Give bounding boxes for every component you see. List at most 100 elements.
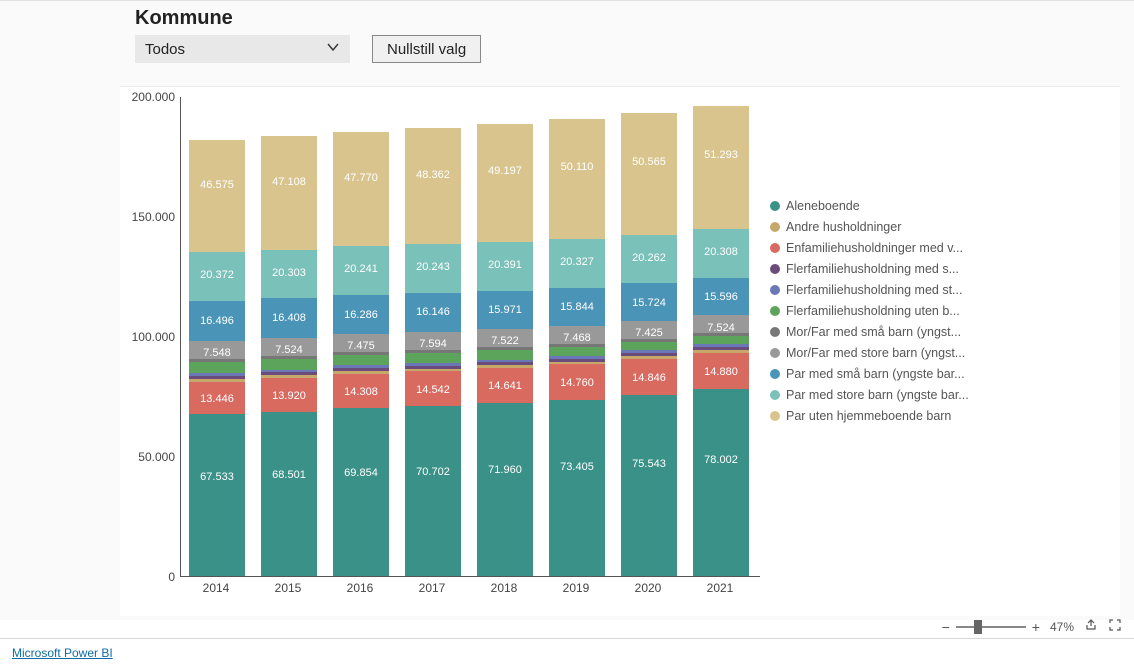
bar-segment-fler_uten[interactable] <box>261 359 317 370</box>
bar-segment-enfam[interactable]: 14.846 <box>621 359 677 395</box>
bar-segment-morfar_st[interactable]: 7.522 <box>477 329 533 347</box>
zoom-percent: 47% <box>1050 620 1074 634</box>
bar-segment-alene[interactable]: 71.960 <box>477 403 533 576</box>
bar-segment-par_uten[interactable]: 47.108 <box>261 136 317 249</box>
segment-label: 16.146 <box>416 306 450 318</box>
segment-label: 14.542 <box>416 384 450 396</box>
bar-segment-par_store[interactable]: 20.372 <box>189 252 245 301</box>
bar-segment-par_sma[interactable]: 16.286 <box>333 295 389 334</box>
bar-segment-fler_uten[interactable] <box>693 336 749 344</box>
bar-segment-par_uten[interactable]: 50.110 <box>549 119 605 239</box>
legend-item[interactable]: Par med store barn (yngste bar... <box>770 384 1000 405</box>
bar-segment-fler_uten[interactable] <box>477 350 533 360</box>
bar-segment-morfar_st[interactable]: 7.524 <box>693 315 749 333</box>
bar-segment-par_store[interactable]: 20.308 <box>693 229 749 278</box>
segment-label: 14.641 <box>488 380 522 392</box>
bar-segment-enfam[interactable]: 13.920 <box>261 378 317 411</box>
bar-segment-alene[interactable]: 69.854 <box>333 408 389 576</box>
bar-segment-par_store[interactable]: 20.303 <box>261 250 317 299</box>
bar-column[interactable]: 47.77020.24116.2867.475 14.308 69.854 <box>333 132 389 576</box>
legend-dot-icon <box>770 222 780 232</box>
bar-segment-par_store[interactable]: 20.243 <box>405 244 461 293</box>
legend-item[interactable]: Mor/Far med store barn (yngst... <box>770 342 1000 363</box>
bar-segment-morfar_st[interactable]: 7.425 <box>621 321 677 339</box>
powerbi-link[interactable]: Microsoft Power BI <box>12 646 113 660</box>
legend-item[interactable]: Mor/Far med små barn (yngst... <box>770 321 1000 342</box>
bar-segment-fler_uten[interactable] <box>621 342 677 351</box>
bar-segment-par_uten[interactable]: 49.197 <box>477 124 533 242</box>
zoom-slider[interactable]: − + <box>942 619 1040 635</box>
bar-column[interactable]: 49.19720.39115.9717.522 14.641 71.960 <box>477 124 533 576</box>
bar-segment-par_uten[interactable]: 51.293 <box>693 106 749 229</box>
bar-segment-alene[interactable]: 75.543 <box>621 395 677 576</box>
bar-segment-enfam[interactable]: 14.641 <box>477 368 533 403</box>
segment-label: 71.960 <box>488 464 522 476</box>
bar-segment-par_sma[interactable]: 15.971 <box>477 291 533 329</box>
bar-segment-alene[interactable]: 68.501 <box>261 412 317 576</box>
legend-item[interactable]: Enfamiliehusholdninger med v... <box>770 237 1000 258</box>
segment-label: 14.308 <box>344 386 378 398</box>
bar-column[interactable]: 48.36220.243 16.146 7.594 14.542 70.702 <box>405 128 461 576</box>
share-icon[interactable] <box>1084 618 1098 635</box>
bar-segment-par_store[interactable]: 20.262 <box>621 235 677 284</box>
bar-segment-par_sma[interactable]: 16.496 <box>189 301 245 341</box>
kommune-dropdown[interactable]: Todos <box>135 35 350 63</box>
legend-item[interactable]: Flerfamiliehusholdning med s... <box>770 258 1000 279</box>
bar-segment-par_store[interactable]: 20.391 <box>477 242 533 291</box>
bar-segment-morfar_st[interactable]: 7.594 <box>405 332 461 350</box>
bar-segment-par_uten[interactable]: 47.770 <box>333 132 389 247</box>
slider-track[interactable] <box>956 626 1026 628</box>
fullscreen-icon[interactable] <box>1108 618 1122 635</box>
legend-item[interactable]: Andre husholdninger <box>770 216 1000 237</box>
segment-label: 50.110 <box>561 161 594 173</box>
bar-segment-par_sma[interactable]: 15.844 <box>549 288 605 326</box>
segment-label: 73.405 <box>560 461 594 473</box>
bar-segment-par_uten[interactable]: 50.565 <box>621 113 677 234</box>
bar-segment-fler_uten[interactable] <box>549 347 605 356</box>
bar-segment-fler_uten[interactable] <box>405 353 461 363</box>
bar-column[interactable]: 46.57520.37216.4967.548 13.44667.533 <box>189 140 245 576</box>
bar-segment-morfar_st[interactable]: 7.475 <box>333 334 389 352</box>
bar-column[interactable]: 50.110 20.32715.8447.468 14.760 73.405 <box>549 119 605 576</box>
bar-segment-fler_uten[interactable] <box>333 355 389 366</box>
segment-label: 16.408 <box>272 312 306 324</box>
bar-segment-par_sma[interactable]: 16.146 <box>405 293 461 332</box>
legend-item[interactable]: Aleneboende <box>770 195 1000 216</box>
legend-label: Flerfamiliehusholdning uten b... <box>786 304 960 318</box>
segment-label: 13.920 <box>272 390 306 402</box>
bar-segment-par_sma[interactable]: 16.408 <box>261 298 317 337</box>
bar-column[interactable]: 50.565 20.262 15.7247.425 14.84675.543 <box>621 113 677 576</box>
zoom-plus-button[interactable]: + <box>1032 619 1040 635</box>
bar-segment-morfar_st[interactable]: 7.524 <box>261 338 317 356</box>
legend-item[interactable]: Flerfamiliehusholdning med st... <box>770 279 1000 300</box>
bar-segment-par_store[interactable]: 20.241 <box>333 246 389 295</box>
bar-segment-par_store[interactable]: 20.327 <box>549 239 605 288</box>
bar-segment-par_sma[interactable]: 15.724 <box>621 283 677 321</box>
bar-segment-enfam[interactable]: 14.880 <box>693 353 749 389</box>
bar-segment-enfam[interactable]: 14.542 <box>405 371 461 406</box>
legend-item[interactable]: Flerfamiliehusholdning uten b... <box>770 300 1000 321</box>
legend-item[interactable]: Par med små barn (yngste bar... <box>770 363 1000 384</box>
bar-segment-alene[interactable]: 78.002 <box>693 389 749 576</box>
legend-label: Flerfamiliehusholdning med s... <box>786 262 959 276</box>
bar-column[interactable]: 51.29320.30815.5967.524 14.88078.002 <box>693 106 749 576</box>
reset-button[interactable]: Nullstill valg <box>372 35 481 63</box>
bar-segment-par_sma[interactable]: 15.596 <box>693 278 749 315</box>
bar-segment-morfar_st[interactable]: 7.548 <box>189 341 245 359</box>
bar-segment-enfam[interactable]: 14.760 <box>549 364 605 399</box>
bar-segment-alene[interactable]: 70.702 <box>405 406 461 576</box>
bar-segment-par_uten[interactable]: 46.575 <box>189 140 245 252</box>
bar-segment-morfar_st[interactable]: 7.468 <box>549 326 605 344</box>
bar-column[interactable]: 47.10820.303 16.408 7.524 13.920 68.501 <box>261 136 317 576</box>
bar-segment-alene[interactable]: 67.533 <box>189 414 245 576</box>
zoom-minus-button[interactable]: − <box>942 619 950 635</box>
bar-segment-enfam[interactable]: 14.308 <box>333 374 389 408</box>
bar-segment-fler_uten[interactable] <box>189 362 245 374</box>
legend-item[interactable]: Par uten hjemmeboende barn <box>770 405 1000 426</box>
legend-dot-icon <box>770 327 780 337</box>
segment-label: 20.262 <box>632 252 666 264</box>
bar-segment-par_uten[interactable]: 48.362 <box>405 128 461 244</box>
slider-thumb[interactable] <box>974 620 982 634</box>
bar-segment-enfam[interactable]: 13.446 <box>189 382 245 414</box>
bar-segment-alene[interactable]: 73.405 <box>549 400 605 576</box>
